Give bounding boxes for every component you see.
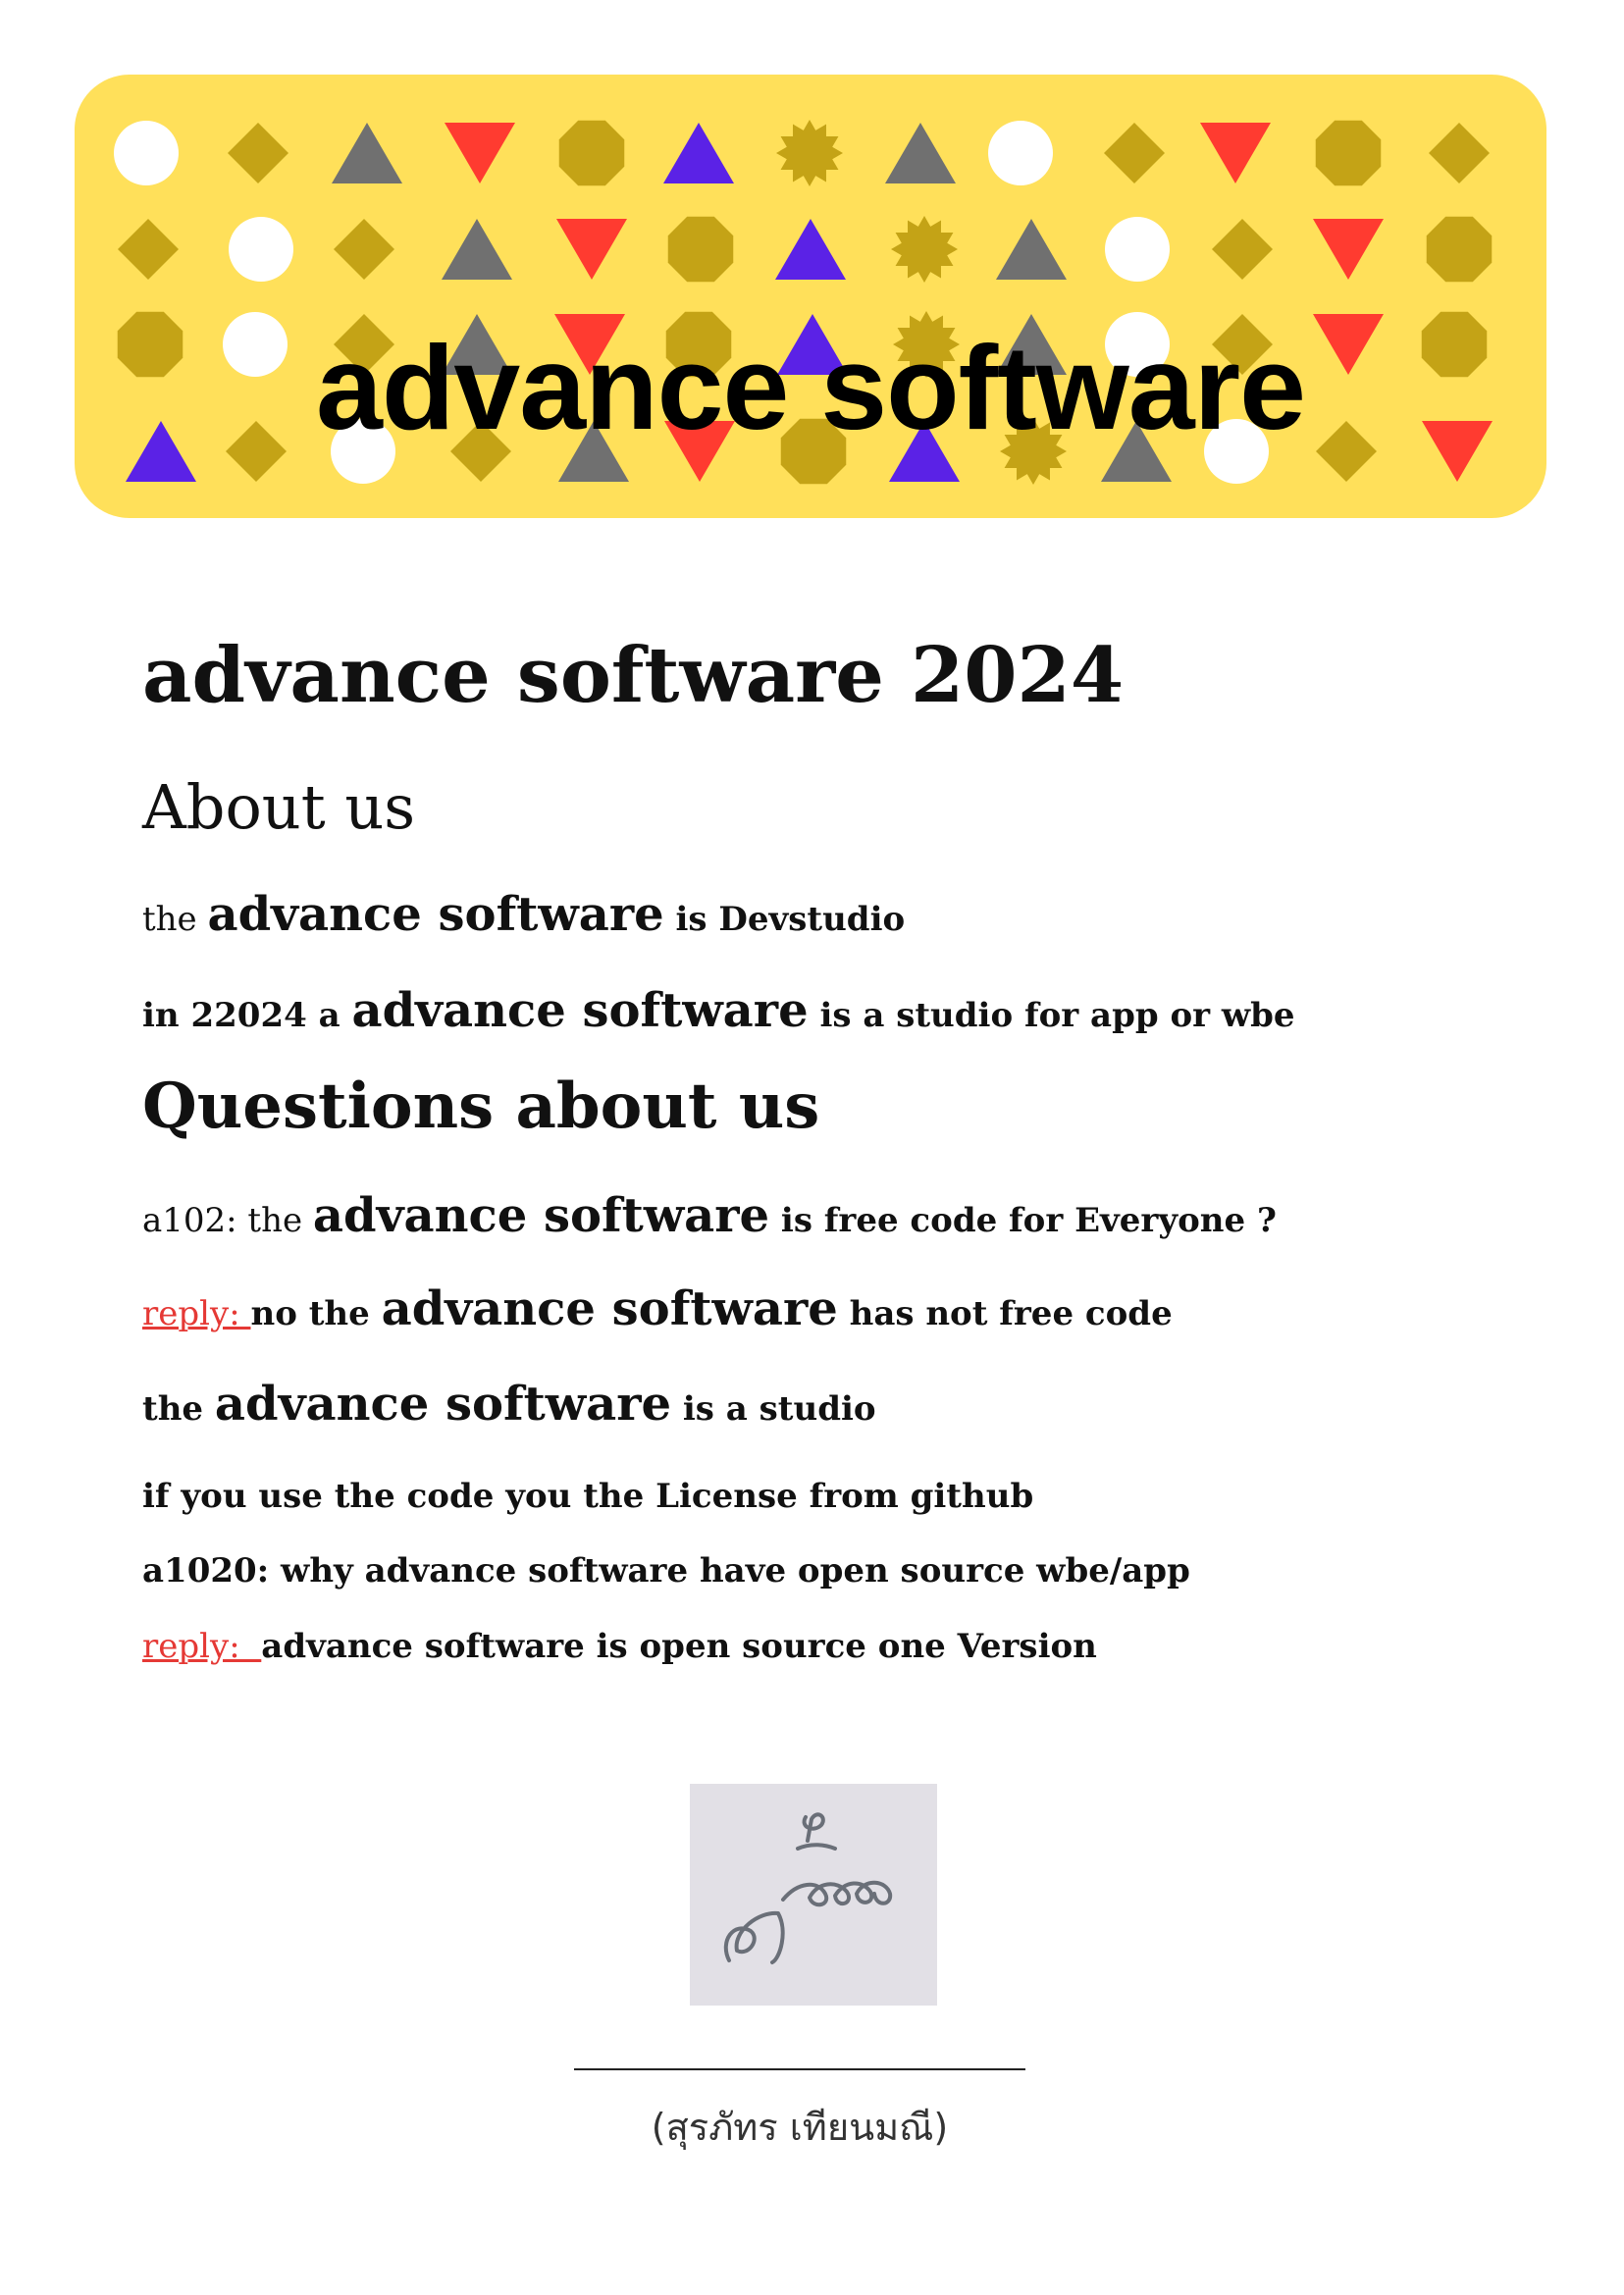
about-line-1-pre: the: [142, 900, 208, 939]
question-1-post: is free code for Everyone ?: [769, 1201, 1277, 1240]
octagon-shape: [665, 311, 732, 378]
brand-name: advance software: [312, 1188, 770, 1243]
octagon-shape: [1315, 120, 1382, 186]
reply-2: reply: advance software is open source o…: [142, 1630, 1097, 1663]
reply-1-post: has not free code: [837, 1294, 1173, 1333]
signature-scribble: [723, 1812, 893, 1964]
triangle-up-shape: [663, 123, 734, 183]
question-1-pre: a102: the: [142, 1201, 313, 1240]
triangle-down-shape: [1200, 123, 1271, 183]
page-title: advance software 2024: [142, 631, 1125, 720]
triangle-up-shape: [442, 219, 512, 280]
reply-1: reply: no the advance software has not f…: [142, 1285, 1173, 1332]
triangle-up-shape: [885, 123, 956, 183]
brand-name: advance software: [381, 1281, 838, 1336]
diamond-shape: [334, 219, 394, 280]
circle-shape: [1204, 419, 1269, 484]
triangle-down-shape: [1313, 314, 1384, 375]
circle-shape: [229, 217, 293, 282]
diamond-shape: [450, 421, 511, 482]
about-line-2-pre: in 22024 a: [142, 996, 352, 1035]
about-heading: About us: [142, 771, 416, 843]
triangle-up-shape: [442, 314, 512, 375]
question-2: a1020: why advance software have open so…: [142, 1551, 1190, 1591]
triangle-down-shape: [1422, 421, 1493, 482]
diamond-shape: [118, 219, 179, 280]
star-shape: [891, 216, 958, 283]
octagon-shape: [1421, 311, 1488, 378]
octagon-shape: [780, 418, 847, 485]
octagon-shape: [1426, 216, 1493, 283]
diamond-shape: [334, 314, 394, 375]
diamond-shape: [228, 123, 288, 183]
brand-name: advance software: [214, 1377, 672, 1432]
triangle-down-shape: [445, 123, 515, 183]
triangle-down-shape: [556, 219, 627, 280]
star-shape: [776, 120, 843, 186]
header-banner: advance software: [75, 75, 1546, 518]
brand-name: advance software: [207, 887, 664, 942]
triangle-up-shape: [775, 219, 846, 280]
triangle-down-shape: [1313, 219, 1384, 280]
reply-1b-post: is a studio: [671, 1389, 876, 1429]
diamond-shape: [226, 421, 287, 482]
question-1: a102: the advance software is free code …: [142, 1192, 1277, 1239]
banner-pattern: [75, 75, 1546, 518]
star-shape: [893, 311, 960, 378]
triangle-up-shape: [777, 314, 848, 375]
banner-title: advance software: [316, 321, 1306, 454]
about-line-1-post: is Devstudio: [663, 900, 906, 939]
triangle-down-shape: [664, 421, 735, 482]
triangle-up-shape: [1101, 421, 1172, 482]
triangle-up-shape: [889, 421, 960, 482]
octagon-shape: [558, 120, 625, 186]
reply-1-pre: no the: [250, 1294, 382, 1333]
diamond-shape: [1429, 123, 1490, 183]
signature-image: [690, 1784, 937, 2006]
reply-1-continued: the advance software is a studio: [142, 1381, 876, 1428]
about-line-1: the advance software is Devstudio: [142, 891, 905, 938]
about-line-2: in 22024 a advance software is a studio …: [142, 987, 1295, 1034]
diamond-shape: [1212, 314, 1273, 375]
brand-name: advance software: [351, 983, 809, 1038]
diamond-shape: [1104, 123, 1165, 183]
triangle-up-shape: [996, 219, 1067, 280]
reply-2-text: advance software is open source one Vers…: [261, 1627, 1097, 1666]
triangle-up-shape: [126, 421, 196, 482]
reply-1-label: reply:: [142, 1294, 251, 1333]
circle-shape: [331, 419, 395, 484]
star-shape: [1000, 418, 1067, 485]
octagon-shape: [667, 216, 734, 283]
reply-1-license: if you use the code you the License from…: [142, 1477, 1034, 1516]
about-line-2-post: is a studio for app or wbe: [808, 996, 1295, 1035]
reply-1b-pre: the: [142, 1389, 215, 1429]
signature-line: [574, 2068, 1025, 2070]
triangle-up-shape: [558, 421, 629, 482]
questions-heading: Questions about us: [142, 1069, 820, 1143]
octagon-shape: [117, 311, 183, 378]
circle-shape: [223, 312, 288, 377]
triangle-down-shape: [554, 314, 625, 375]
circle-shape: [114, 121, 179, 185]
diamond-shape: [1316, 421, 1377, 482]
circle-shape: [1105, 312, 1170, 377]
signatory-name: (สุรภัทร เทียนมณี): [651, 2106, 949, 2149]
circle-shape: [988, 121, 1053, 185]
reply-2-label: reply:: [142, 1627, 262, 1666]
diamond-shape: [1212, 219, 1273, 280]
circle-shape: [1105, 217, 1170, 282]
triangle-up-shape: [996, 314, 1067, 375]
triangle-up-shape: [332, 123, 402, 183]
